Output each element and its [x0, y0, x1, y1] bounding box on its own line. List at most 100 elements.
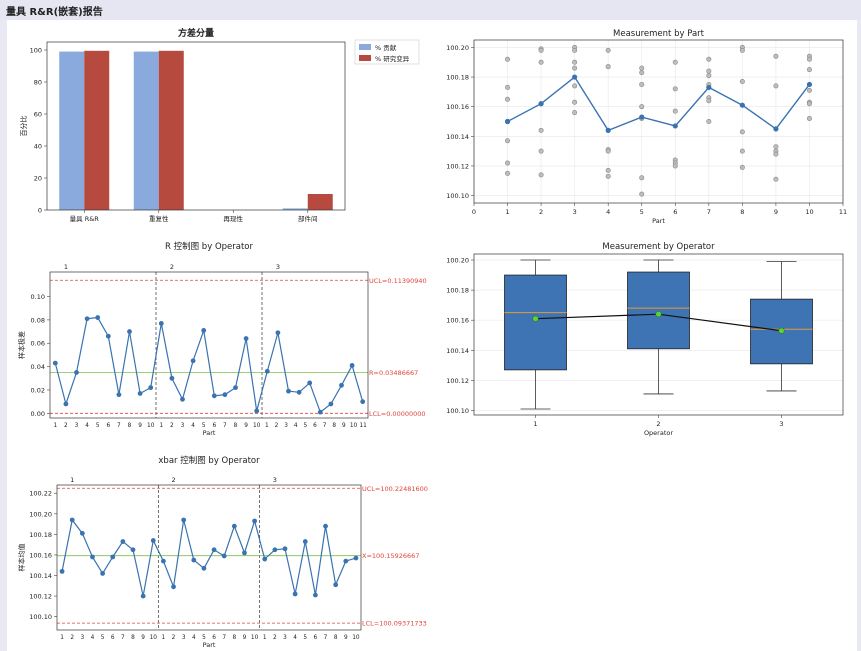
x-tick-label: 4 [293, 635, 297, 641]
y-tick-label: 100.18 [29, 531, 52, 539]
x-tick-label: 1 [533, 420, 537, 428]
data-point [538, 172, 544, 178]
mean-point [639, 114, 645, 120]
data-point [201, 565, 207, 571]
group-label: 1 [64, 263, 68, 271]
x-tick-label: 4 [294, 423, 298, 429]
y-tick-label: 100.10 [446, 192, 469, 200]
group-label: 2 [170, 263, 174, 271]
data-point [292, 591, 298, 597]
data-point [739, 129, 745, 135]
data-point [572, 47, 578, 53]
x-tick-label: 10 [805, 208, 813, 216]
group-label: 2 [171, 476, 175, 484]
y-axis-label: 样本均值 [17, 544, 26, 572]
x-tick-label: 2 [70, 635, 74, 641]
x-tick-label: 2 [275, 423, 279, 429]
x-tick-label: 9 [244, 423, 248, 429]
y-tick-label: 100.14 [446, 133, 469, 141]
y-tick-label: 100.12 [29, 593, 52, 601]
y-tick-label: 100.16 [446, 317, 469, 325]
y-axis-label: 百分比 [19, 116, 28, 137]
y-tick-label: 0.04 [31, 363, 45, 371]
bar [84, 50, 110, 210]
data-point [161, 558, 166, 564]
x-tick-label: 1 [263, 635, 267, 641]
data-point [252, 518, 257, 524]
mean-point [773, 126, 779, 132]
y-tick-label: 100.12 [446, 162, 469, 170]
y-tick-label: 100.10 [446, 407, 469, 415]
data-point [231, 523, 237, 529]
chart-title: xbar 控制图 by Operator [158, 455, 260, 466]
y-tick-label: 100.14 [446, 347, 469, 355]
x-tick-label: 量具 R&R [70, 215, 100, 223]
data-point [739, 47, 745, 53]
data-point [572, 110, 578, 116]
data-point [100, 571, 105, 576]
data-point [275, 330, 281, 336]
y-tick-label: 40 [34, 143, 42, 151]
data-point [262, 556, 268, 562]
bar [282, 208, 308, 210]
x-tick-label: 9 [243, 635, 247, 641]
data-point [739, 164, 745, 170]
data-point [323, 523, 328, 529]
data-point [639, 104, 645, 110]
x-tick-label: 7 [121, 635, 125, 641]
data-point [349, 363, 355, 368]
x-tick-label: 8 [128, 423, 132, 429]
data-point [572, 59, 578, 65]
data-point [150, 538, 156, 543]
y-tick-label: 80 [34, 79, 42, 87]
x-tick-label: 2 [172, 635, 176, 641]
y-tick-label: 100 [30, 47, 42, 55]
data-point [169, 375, 175, 381]
y-tick-label: 100.12 [446, 377, 469, 385]
data-point [254, 408, 260, 414]
x-tick-label: 2 [64, 423, 68, 429]
data-point [672, 163, 678, 169]
x-tick-label: 2 [170, 423, 174, 429]
mean-point [655, 311, 662, 318]
plot-frame [473, 253, 844, 416]
data-point [190, 358, 196, 364]
data-point [296, 389, 302, 395]
data-point [333, 582, 339, 588]
data-point [264, 368, 270, 374]
data-point [191, 557, 197, 563]
lcl-label: LCL=100.09371733 [362, 620, 427, 628]
x-tick-label: 4 [606, 208, 610, 216]
data-point [706, 73, 712, 79]
y-tick-label: 100.22 [29, 490, 52, 498]
data-point [706, 56, 712, 62]
y-tick-label: 0 [38, 207, 42, 215]
x-tick-label: 1 [505, 208, 509, 216]
ucl-label: UCL=100.22481600 [362, 485, 428, 493]
x-tick-label: 7 [324, 635, 328, 641]
data-point [84, 316, 90, 322]
data-point [221, 553, 227, 559]
data-point [52, 360, 58, 366]
y-tick-label: 0.00 [31, 410, 45, 418]
data-point [505, 160, 511, 166]
bar [307, 194, 333, 210]
legend-swatch [359, 44, 371, 50]
data-point [739, 148, 745, 154]
x-tick-label: 3 [779, 420, 783, 428]
data-point [773, 151, 779, 157]
y-tick-label: 0.02 [31, 386, 45, 394]
x-tick-label: 6 [314, 635, 318, 641]
data-point [243, 336, 249, 341]
y-tick-label: 0.08 [31, 316, 45, 324]
window-title: 量具 R&R(嵌套)报告 [6, 7, 103, 18]
x-tick-label: 9 [342, 423, 346, 429]
chart-title: R 控制图 by Operator [165, 241, 253, 252]
x-tick-label: 9 [138, 423, 142, 429]
center-label: X=100.15926667 [362, 552, 419, 560]
data-point [339, 382, 344, 388]
plot-frame [49, 271, 369, 419]
chart-title: 方差分量 [178, 27, 214, 39]
